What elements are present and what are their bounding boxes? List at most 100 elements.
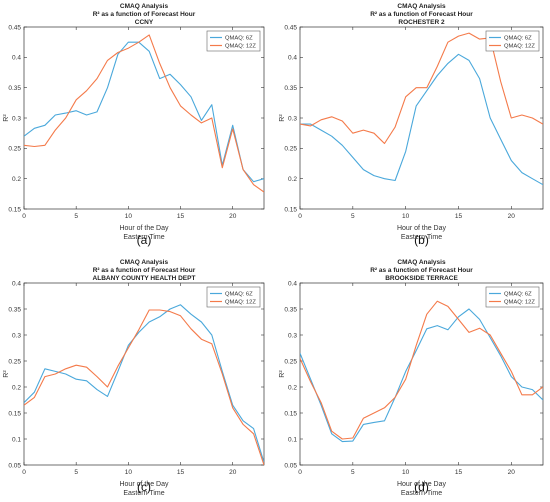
x-tick-label: 20	[508, 213, 516, 220]
series-line-12z	[24, 309, 264, 465]
y-tick-label: 0.1	[12, 436, 21, 443]
x-tick-label: 15	[455, 469, 463, 476]
x-tick-label: 0	[298, 469, 302, 476]
x-tick-label: 5	[74, 469, 78, 476]
chart-site-name: CCNY	[135, 19, 154, 26]
y-axis-label: R²	[3, 114, 10, 122]
panel-label: (c)	[137, 480, 151, 494]
x-tick-label: 15	[455, 213, 463, 220]
chart-subtitle: R² as a function of Forecast Hour	[370, 267, 473, 274]
chart-title: CMAQ Analysis	[120, 3, 169, 10]
y-tick-label: 0.3	[12, 115, 21, 122]
chart-site-name: BROOKSIDE TERRACE	[385, 275, 458, 282]
series-line-12z	[300, 32, 543, 145]
series-line-12z	[24, 34, 264, 193]
x-tick-label: 15	[177, 469, 185, 476]
y-tick-label: 0.4	[12, 55, 21, 62]
x-axis-label: Hour of the Day	[119, 225, 169, 232]
y-axis-label: R²	[279, 370, 286, 378]
panel-label: (a)	[137, 233, 152, 247]
chart-legend: QMAQ: 6Z QMAQ: 12Z	[206, 286, 261, 308]
x-tick-label: 0	[22, 213, 26, 220]
x-axis-label: Hour of the Day	[119, 481, 169, 488]
y-axis-label: R²	[3, 370, 10, 378]
plot-area	[299, 282, 544, 466]
legend-entry-label: QMAQ: 6Z	[504, 292, 532, 298]
x-tick-label: 20	[229, 469, 237, 476]
series-line-6z	[24, 304, 264, 463]
series-line-6z	[300, 53, 543, 186]
x-axis-label: Hour of the Day	[397, 225, 447, 232]
x-tick-label: 10	[125, 213, 133, 220]
x-tick-label: 0	[298, 213, 302, 220]
x-axis-label-timezone: Eastern Time	[123, 490, 164, 497]
chart-subtitle: R² as a function of Forecast Hour	[93, 11, 196, 18]
x-tick-label: 0	[22, 469, 26, 476]
y-tick-label: 0.25	[8, 146, 21, 153]
y-tick-label: 0.35	[8, 306, 21, 313]
y-tick-label: 0.2	[288, 384, 297, 391]
x-axis-label-timezone: Eastern Time	[401, 234, 442, 241]
y-tick-label: 0.1	[288, 436, 297, 443]
y-tick-label: 0.4	[288, 55, 297, 62]
x-tick-label: 5	[74, 213, 78, 220]
chart-subtitle: R² as a function of Forecast Hour	[93, 267, 196, 274]
x-axis-label-timezone: Eastern Time	[401, 490, 442, 497]
chart-subtitle: R² as a function of Forecast Hour	[370, 11, 473, 18]
y-tick-label: 0.2	[12, 384, 21, 391]
chart-legend: QMAQ: 6Z QMAQ: 12Z	[206, 30, 261, 52]
y-tick-label: 0.45	[284, 24, 297, 31]
legend-entry-label: QMAQ: 6Z	[225, 292, 253, 298]
legend-entry-label: QMAQ: 6Z	[225, 36, 253, 42]
x-axis-label-timezone: Eastern Time	[123, 234, 164, 241]
y-tick-label: 0.15	[284, 206, 297, 213]
series-line-6z	[300, 308, 543, 443]
legend-entry-label: QMAQ: 12Z	[225, 300, 256, 306]
y-tick-label: 0.2	[288, 176, 297, 183]
y-tick-label: 0.3	[288, 332, 297, 339]
y-axis-label: R²	[279, 114, 286, 122]
y-tick-label: 0.35	[284, 85, 297, 92]
y-tick-label: 0.2	[12, 176, 21, 183]
y-tick-label: 0.15	[8, 410, 21, 417]
x-tick-label: 5	[351, 469, 355, 476]
panel-label: (b)	[414, 233, 429, 247]
legend-entry-label: QMAQ: 6Z	[504, 36, 532, 42]
x-tick-label: 20	[508, 469, 516, 476]
chart-legend: QMAQ: 6Z QMAQ: 12Z	[485, 30, 540, 52]
legend-entry-label: QMAQ: 12Z	[504, 300, 535, 306]
chart-title: CMAQ Analysis	[397, 3, 446, 10]
x-tick-label: 20	[229, 213, 237, 220]
plot-area	[299, 26, 544, 210]
chart-legend: QMAQ: 6Z QMAQ: 12Z	[485, 286, 540, 308]
x-tick-label: 10	[402, 213, 410, 220]
y-tick-label: 0.35	[8, 85, 21, 92]
chart-site-name: ALBANY COUNTY HEALTH DEPT	[93, 275, 196, 282]
x-tick-label: 10	[125, 469, 133, 476]
x-tick-label: 5	[351, 213, 355, 220]
legend-entry-label: QMAQ: 12Z	[504, 44, 535, 50]
series-line-6z	[24, 41, 264, 183]
x-tick-label: 10	[402, 469, 410, 476]
y-tick-label: 0.3	[288, 115, 297, 122]
panel-label: (d)	[414, 480, 429, 494]
y-tick-label: 0.35	[284, 306, 297, 313]
y-tick-label: 0.4	[12, 280, 21, 287]
series-line-12z	[300, 300, 543, 440]
y-tick-label: 0.45	[8, 24, 21, 31]
x-tick-label: 15	[177, 213, 185, 220]
y-tick-label: 0.05	[284, 462, 297, 469]
y-tick-label: 0.25	[284, 358, 297, 365]
chart-title: CMAQ Analysis	[397, 259, 446, 266]
legend-entry-label: QMAQ: 12Z	[225, 44, 256, 50]
chart-title: CMAQ Analysis	[120, 259, 169, 266]
y-tick-label: 0.15	[284, 410, 297, 417]
y-tick-label: 0.25	[284, 146, 297, 153]
y-tick-label: 0.05	[8, 462, 21, 469]
y-tick-label: 0.15	[8, 206, 21, 213]
x-axis-label: Hour of the Day	[397, 481, 447, 488]
